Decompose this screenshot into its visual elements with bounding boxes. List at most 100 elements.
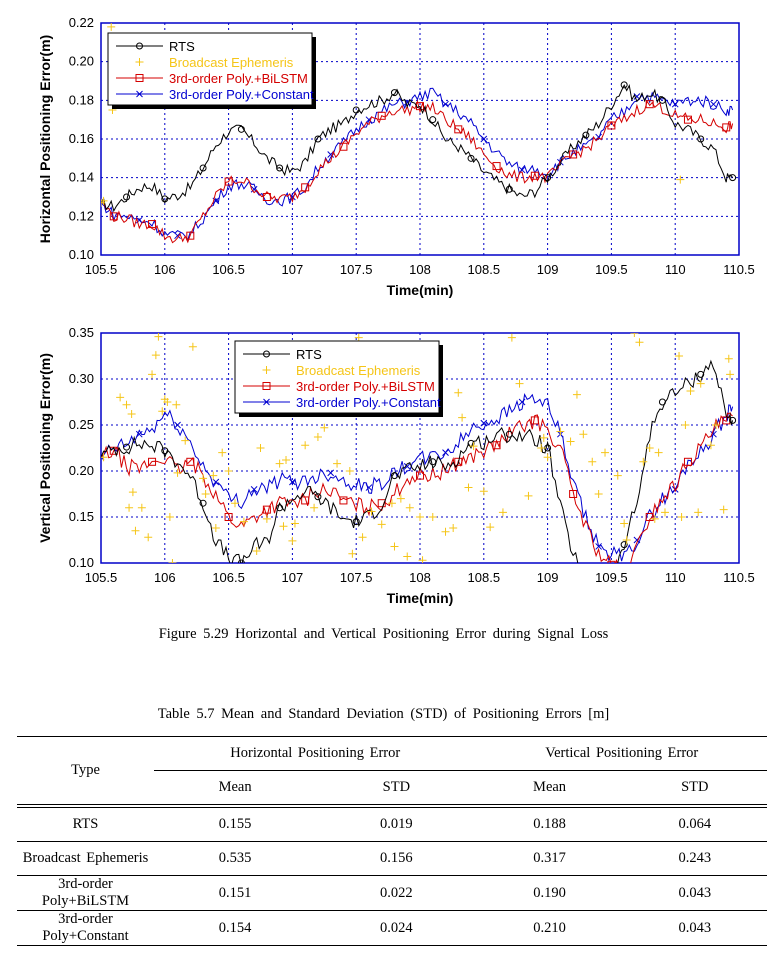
data-point: [676, 175, 685, 184]
cell: 0.154: [154, 910, 317, 946]
x-tick-label: 109: [537, 262, 559, 277]
data-point: [572, 390, 581, 399]
legend-marker: [136, 42, 143, 50]
data-point: [620, 519, 629, 528]
cell: 0.190: [476, 875, 623, 911]
x-tick-label: 109.5: [595, 570, 628, 585]
y-tick-label: 0.10: [69, 247, 94, 262]
data-point: [123, 193, 131, 201]
data-point: [633, 93, 641, 100]
data-point: [639, 457, 648, 466]
vertical-error-chart: 105.5 106 106.5 107 107.5 108 108.5 109 109.5 110…: [0, 310, 767, 610]
cell: 0.243: [622, 841, 767, 876]
data-point: [101, 196, 108, 205]
legend-label: 3rd-order Poly.+Constant: [169, 87, 314, 102]
table-row: Broadcast Ephemeris 0.535 0.156 0.317 0.…: [17, 841, 767, 876]
data-point: [290, 519, 299, 528]
series-line: [101, 392, 734, 562]
row-type: Broadcast Ephemeris: [17, 841, 154, 876]
y-tick-label: 0.20: [69, 463, 94, 478]
data-point: [224, 177, 233, 186]
data-point: [507, 333, 516, 342]
data-point: [686, 386, 695, 395]
data-point: [163, 398, 172, 406]
x-tick-label: 107: [282, 570, 304, 585]
data-point: [469, 442, 478, 451]
data-point: [252, 547, 261, 556]
data-point: [537, 444, 546, 452]
data-point: [694, 508, 703, 517]
data-point: [358, 533, 367, 542]
data-point: [276, 504, 284, 512]
data-point: [279, 522, 288, 531]
data-point: [173, 468, 182, 477]
data-point: [729, 416, 737, 424]
x-tick-label: 105.5: [85, 262, 118, 277]
data-point: [224, 513, 233, 521]
data-point: [390, 472, 398, 480]
data-point: [505, 185, 513, 193]
data-point: [660, 508, 669, 517]
legend-label: 3rd-order Poly.+BiLSTM: [296, 379, 435, 394]
data-point: [314, 493, 322, 501]
data-point: [123, 443, 131, 451]
type-header: Type: [17, 736, 154, 808]
data-point: [620, 541, 628, 549]
horizontal-error-chart: 105.5 106 106.5 107 107.5 108 108.5 109 109.5 110…: [0, 0, 767, 300]
data-point: [441, 527, 450, 536]
legend-marker: [262, 366, 271, 374]
x-tick-label: 110.5: [723, 570, 755, 585]
data-point: [256, 444, 265, 452]
table-subheader-row: Mean STD Mean STD: [17, 770, 767, 808]
cell: 0.210: [476, 910, 623, 946]
data-point: [158, 407, 167, 416]
data-point: [710, 100, 717, 108]
data-point: [310, 503, 319, 512]
legend-marker: [263, 350, 270, 358]
series-line: [101, 412, 733, 563]
data-point: [697, 370, 705, 378]
data-point: [224, 467, 233, 475]
cell: 0.151: [154, 875, 317, 911]
data-point: [442, 100, 449, 108]
y-axis-label: Horizontal Positioning Error(m): [37, 35, 53, 243]
data-point: [201, 490, 210, 498]
legend-marker: [135, 74, 144, 82]
data-point: [390, 89, 398, 97]
data-point: [168, 559, 177, 563]
data-point: [144, 533, 153, 542]
data-point: [199, 499, 207, 507]
data-point: [107, 23, 116, 31]
legend-marker: [135, 58, 144, 66]
subheader-mean: Mean: [476, 770, 623, 808]
data-point: [601, 448, 610, 457]
legend-label: Broadcast Ephemeris: [169, 55, 294, 70]
data-point: [237, 559, 245, 563]
data-point: [301, 441, 310, 450]
data-point: [654, 448, 663, 457]
cell: 0.043: [622, 910, 767, 946]
data-point: [405, 503, 414, 512]
data-point: [683, 457, 692, 466]
data-point: [314, 135, 322, 143]
data-point: [518, 398, 526, 406]
subheader-mean: Mean: [154, 770, 317, 808]
data-point: [658, 96, 666, 104]
data-point: [122, 400, 131, 409]
data-point: [218, 448, 227, 457]
data-point: [543, 453, 552, 462]
data-point: [530, 416, 539, 425]
data-point: [594, 490, 603, 498]
data-point: [396, 494, 405, 503]
row-type: 3rd-order Poly+BiLSTM: [17, 875, 154, 911]
data-point: [390, 542, 399, 551]
data-point: [620, 81, 628, 89]
data-point: [387, 499, 396, 508]
data-point: [148, 220, 157, 229]
data-point: [313, 432, 322, 441]
y-tick-label: 0.18: [69, 92, 94, 107]
data-point: [582, 131, 590, 139]
horizontal-error-plot: 105.5 106 106.5 107 107.5 108 108.5 109 109.5 110…: [37, 15, 755, 298]
data-point: [467, 154, 475, 162]
data-point: [722, 123, 731, 132]
